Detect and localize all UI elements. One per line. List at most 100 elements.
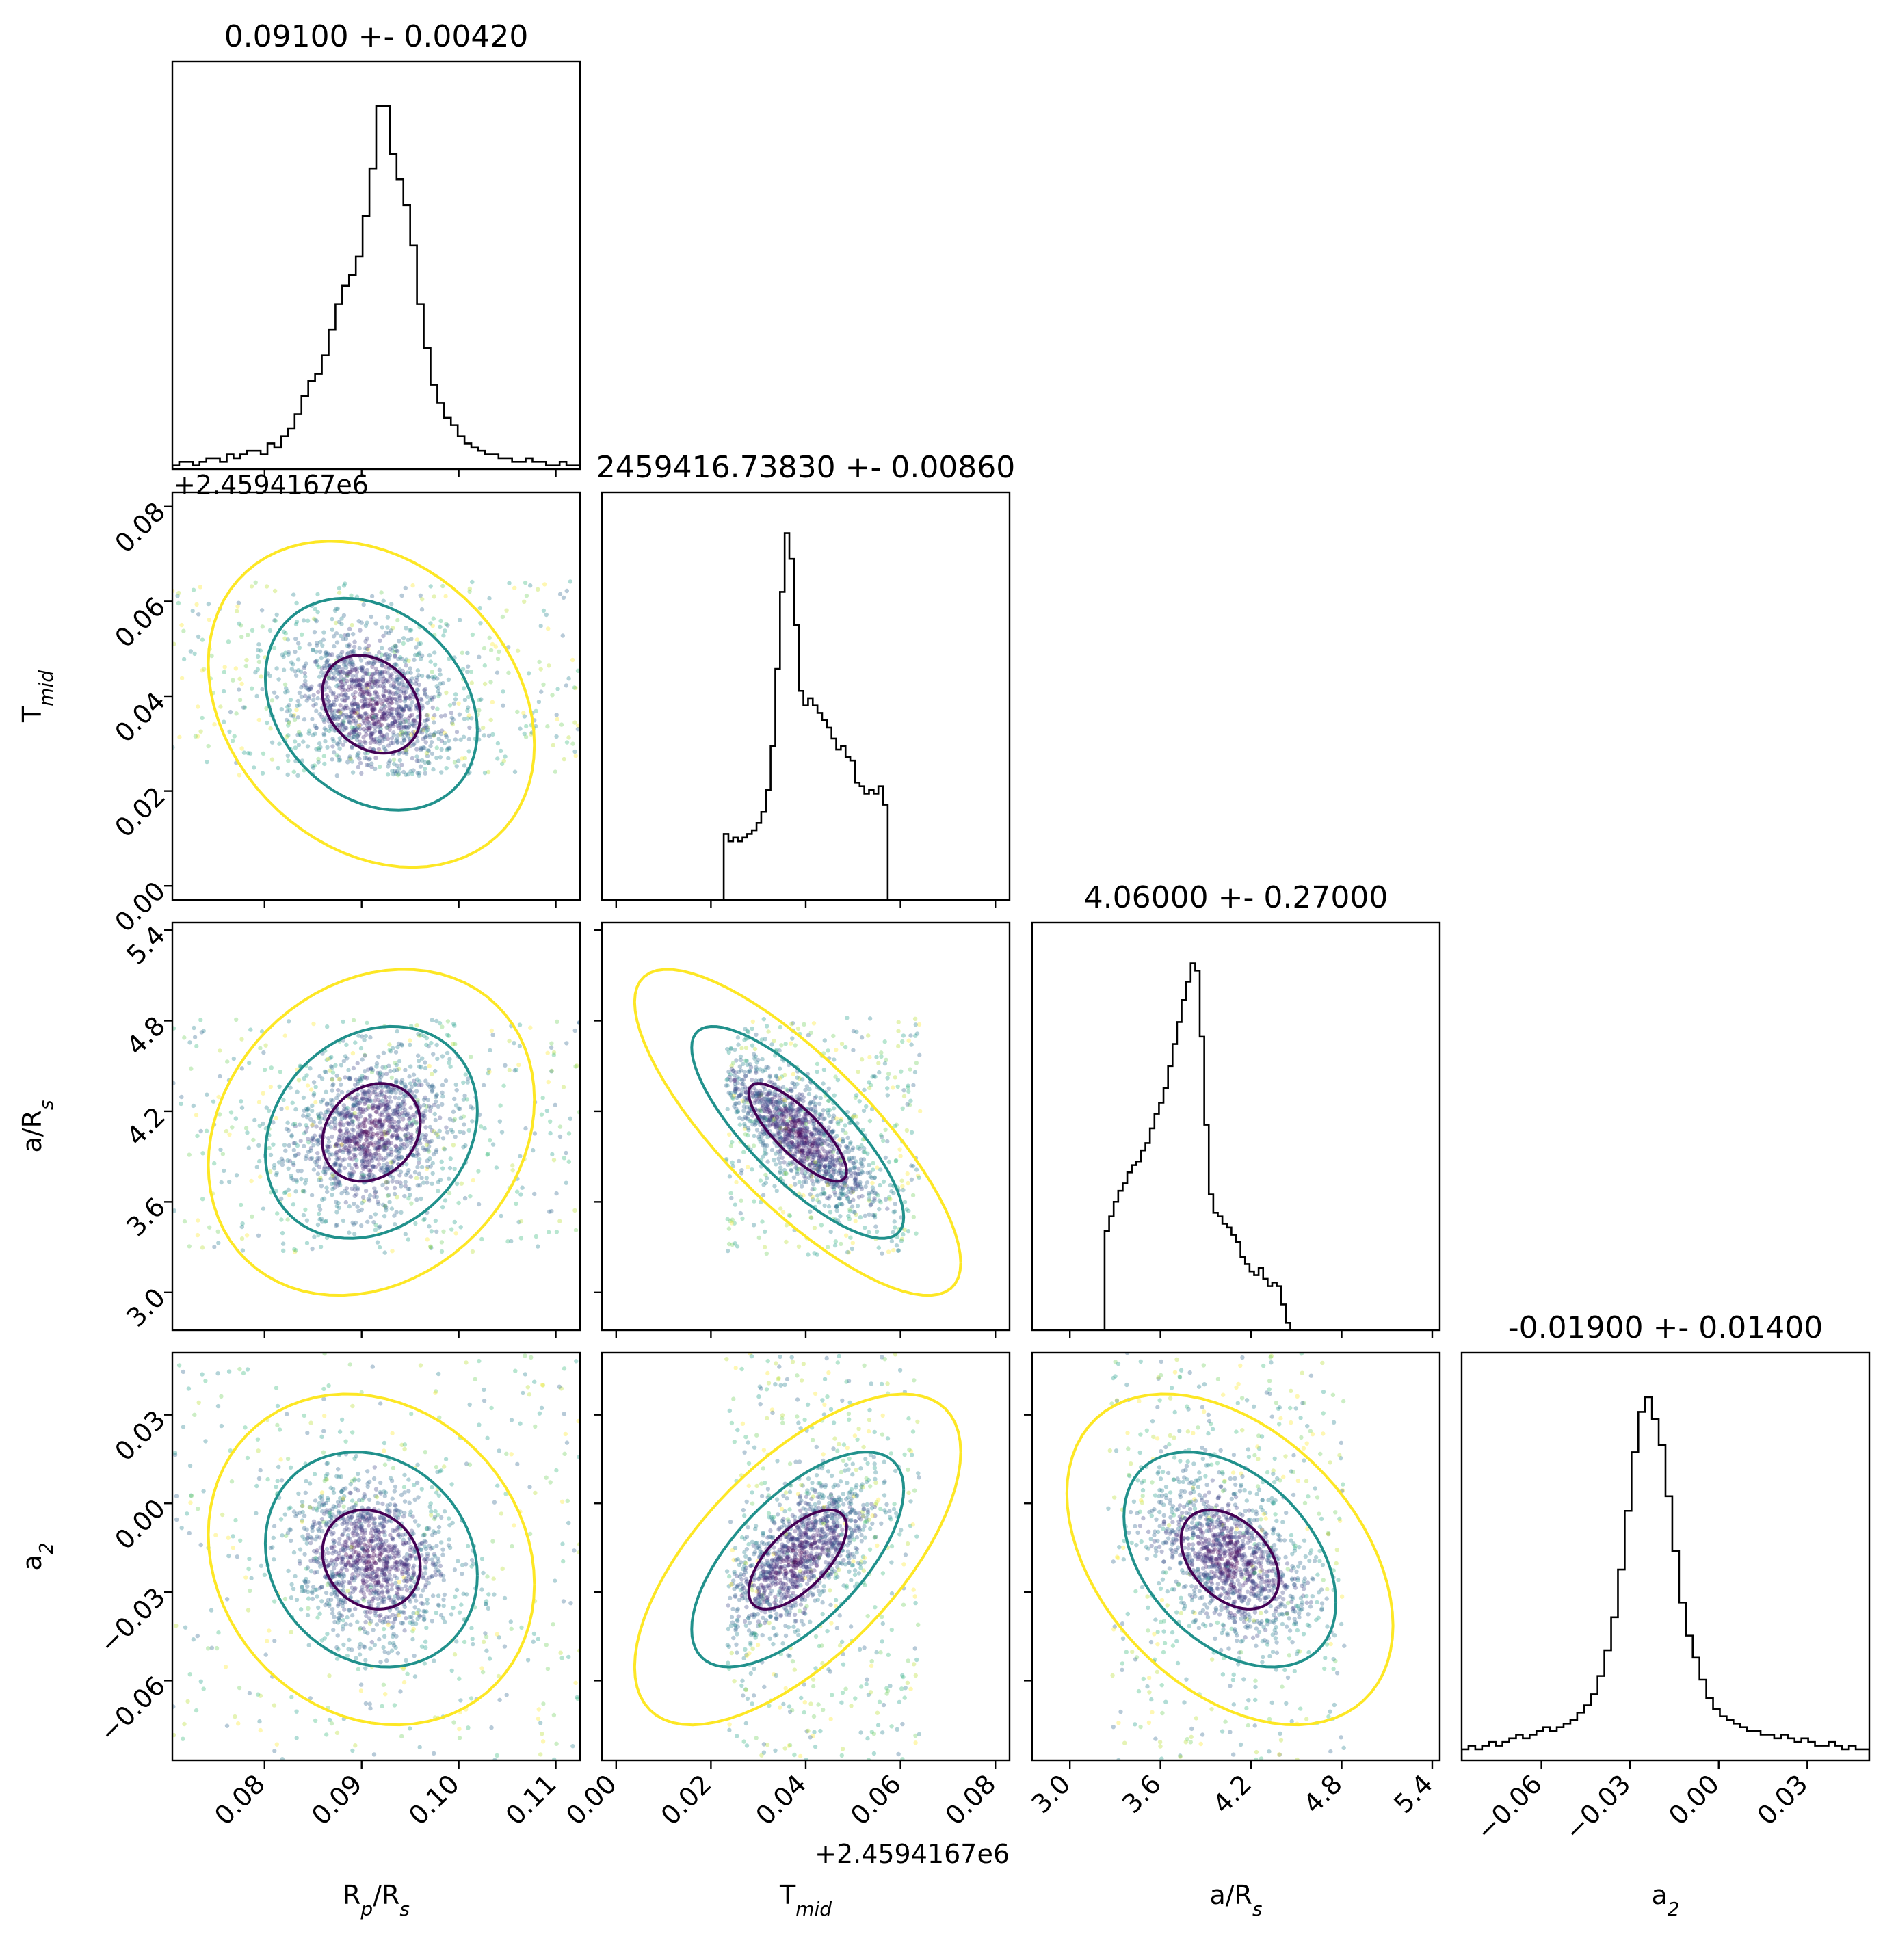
sample-point [408, 696, 412, 701]
sample-point [411, 1072, 417, 1077]
sample-point [487, 596, 492, 601]
sample-point [837, 1196, 843, 1201]
sample-point [315, 1222, 321, 1228]
sample-point [395, 718, 399, 724]
sample-point [453, 1135, 458, 1139]
sample-point [794, 1145, 800, 1150]
sample-point [393, 771, 398, 776]
sample-point [331, 1504, 337, 1509]
sample-point [827, 1194, 832, 1199]
sample-point [391, 1111, 396, 1116]
sample-point [352, 702, 357, 707]
sample-point [430, 1181, 434, 1187]
sample-point [333, 708, 338, 714]
sample-point [378, 1093, 382, 1098]
sample-point [351, 1103, 356, 1108]
sample-point [818, 1134, 823, 1139]
sample-point [368, 685, 373, 690]
sample-point [391, 681, 396, 686]
sample-point [341, 1109, 346, 1114]
sample-point [438, 1573, 443, 1578]
sample-point [239, 1037, 244, 1042]
sample-point [793, 1124, 798, 1129]
sample-point [812, 1132, 817, 1137]
sample-point [293, 637, 298, 641]
sample-point [742, 1037, 747, 1043]
sample-point [337, 722, 341, 728]
sample-point [327, 1152, 332, 1157]
sample-point [787, 1103, 793, 1108]
sample-point [358, 678, 363, 683]
sample-point [785, 1142, 790, 1147]
sample-point [883, 1197, 888, 1202]
sample-point [895, 1084, 900, 1089]
sample-point [299, 1176, 304, 1182]
sample-point [469, 680, 474, 685]
sample-point [382, 1148, 387, 1153]
sample-point [778, 1170, 782, 1176]
sample-point [461, 1130, 466, 1135]
sample-point [454, 1181, 460, 1187]
sample-point [367, 1198, 372, 1203]
sample-point [406, 1136, 411, 1141]
sample-point [412, 724, 417, 728]
sample-point [391, 721, 395, 726]
sample-point [451, 1109, 456, 1114]
sample-point [443, 1198, 448, 1203]
sample-point [393, 696, 398, 702]
sample-point [832, 1158, 837, 1163]
sample-point [744, 1098, 749, 1103]
sample-point [427, 1124, 432, 1130]
sample-point [387, 1112, 392, 1117]
sample-point [743, 1089, 748, 1094]
sample-point [372, 1194, 377, 1199]
sample-point [427, 1084, 432, 1089]
sample-point [369, 680, 374, 685]
sample-point [362, 699, 367, 704]
sample-point [817, 1112, 822, 1117]
sample-point [377, 672, 382, 678]
sample-point [452, 1023, 457, 1028]
sample-point [334, 1200, 339, 1204]
sample-point [272, 588, 278, 594]
sample-point [192, 1035, 198, 1039]
sample-point [561, 1085, 566, 1089]
sample-point [337, 1112, 341, 1117]
sample-point [423, 687, 428, 692]
sample-point [548, 1130, 553, 1136]
sample-point [324, 692, 329, 698]
sample-point [796, 1134, 802, 1139]
sample-point [804, 1126, 810, 1131]
sample-point [365, 1163, 370, 1168]
sample-point [351, 730, 356, 734]
sample-point [391, 1175, 395, 1180]
sample-point [550, 693, 555, 698]
sample-point [363, 1100, 368, 1105]
sample-point [374, 1622, 380, 1627]
sample-point [908, 1033, 913, 1038]
sample-point [293, 1153, 298, 1158]
sample-point [302, 663, 307, 669]
sample-point [370, 664, 375, 670]
sample-point [401, 706, 406, 711]
sample-point [886, 1195, 892, 1200]
sample-point [868, 1174, 873, 1179]
sample-point [464, 1360, 469, 1365]
sample-point [790, 1124, 795, 1129]
sample-point [447, 703, 453, 708]
sample-point [539, 1112, 544, 1117]
sample-point [410, 1122, 414, 1127]
sample-point [909, 1177, 914, 1182]
sample-point [854, 1212, 858, 1217]
sample-point [893, 1158, 899, 1163]
sample-point [819, 1112, 824, 1117]
sample-point [199, 1030, 205, 1035]
sample-point [405, 1143, 410, 1148]
sample-point [404, 626, 408, 631]
sample-point [777, 1124, 782, 1129]
sample-point [808, 1106, 814, 1111]
sample-point [365, 1219, 370, 1224]
sample-point [346, 1149, 351, 1154]
sample-point [386, 1119, 392, 1124]
sample-point [316, 664, 321, 670]
